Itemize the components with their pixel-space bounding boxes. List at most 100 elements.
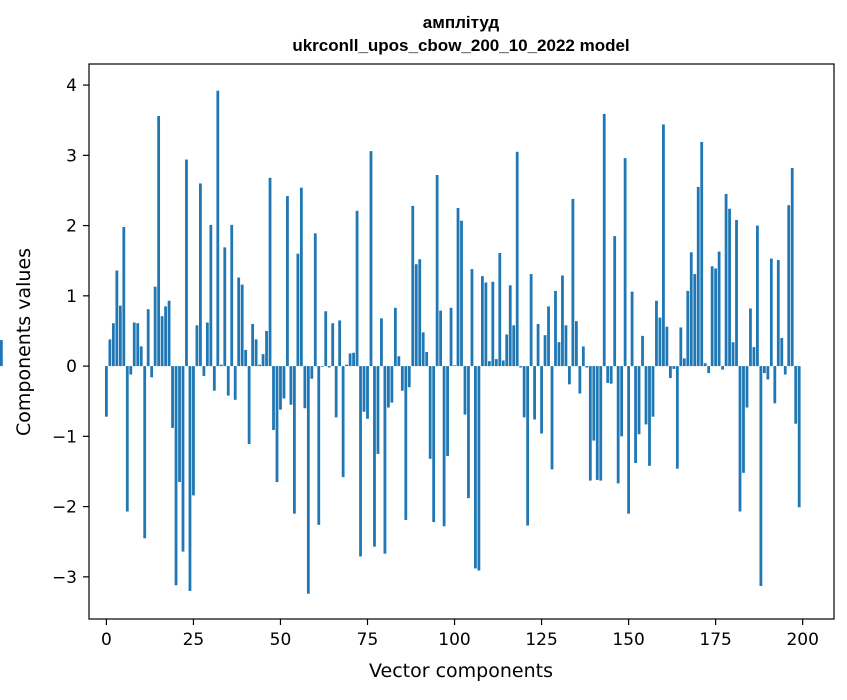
bar (505, 334, 509, 367)
bar (501, 360, 505, 367)
chart-title-line2: ukrconll_upos_cbow_200_10_2022 model (292, 36, 629, 55)
y-tick-label: 1 (66, 287, 77, 307)
bar (390, 366, 394, 403)
bar (578, 366, 582, 394)
bar (376, 366, 380, 454)
bar (414, 264, 418, 367)
bar (400, 366, 404, 391)
bar (254, 339, 258, 367)
x-tick-label: 0 (101, 630, 112, 650)
bar (634, 366, 637, 464)
bar (682, 358, 686, 367)
bar (195, 325, 199, 367)
bar (762, 366, 766, 374)
bar (139, 346, 143, 367)
bar (439, 310, 443, 367)
bar (373, 366, 376, 547)
bars-group (0, 90, 801, 594)
bar (547, 306, 550, 367)
bar (380, 318, 383, 367)
bar (481, 276, 484, 367)
bar (293, 366, 296, 514)
bar (178, 366, 181, 483)
bar (644, 366, 648, 425)
bar (425, 352, 429, 367)
bar (766, 366, 770, 380)
bar (219, 364, 223, 367)
bar (460, 220, 463, 367)
bar (411, 205, 415, 367)
bar (205, 322, 209, 367)
bar (756, 225, 759, 367)
bar (428, 366, 432, 459)
bar (498, 252, 502, 367)
bar (655, 300, 658, 367)
x-tick-label: 175 (699, 630, 731, 650)
bar (226, 366, 230, 396)
bar (602, 113, 606, 367)
bar (153, 286, 157, 367)
bar (421, 332, 425, 367)
bar (487, 361, 491, 367)
bar (449, 307, 453, 367)
bar (275, 366, 279, 483)
bar (790, 167, 794, 367)
bar (467, 366, 470, 499)
bar (369, 151, 373, 367)
bar (181, 366, 185, 552)
y-tick-label: −3 (52, 568, 77, 588)
bar (272, 366, 275, 431)
bar (132, 322, 136, 367)
bar (331, 323, 335, 367)
bar (794, 366, 798, 424)
bar (327, 366, 331, 368)
chart-title-line1: амплітуд (423, 13, 500, 32)
bar (150, 366, 154, 378)
bar (533, 366, 536, 420)
bar (129, 366, 133, 375)
bar (383, 366, 387, 554)
bar (233, 366, 237, 400)
bar (268, 177, 272, 367)
bar (491, 281, 495, 367)
x-axis-ticks: 0 25 50 75 100 125 150 175 200 (101, 619, 819, 650)
bar (675, 366, 679, 469)
bar (352, 352, 355, 367)
bar (188, 366, 192, 591)
bar (609, 366, 613, 384)
bar (324, 311, 328, 367)
bar (157, 115, 161, 367)
bar (738, 366, 742, 512)
bar (404, 366, 408, 520)
bar (512, 325, 516, 367)
bar (470, 269, 474, 367)
bar (286, 196, 289, 367)
bar (522, 366, 526, 418)
bar (143, 366, 147, 539)
bar (118, 305, 122, 367)
bar (672, 366, 676, 369)
bar (693, 274, 697, 367)
bar (696, 186, 700, 367)
bar (564, 325, 568, 367)
bar (651, 366, 655, 417)
bar (627, 366, 630, 514)
bar (707, 366, 711, 374)
bar (209, 224, 213, 367)
bar (432, 366, 436, 523)
bar (773, 366, 777, 404)
bar (662, 124, 665, 367)
bar (223, 247, 227, 367)
bar (289, 366, 293, 405)
bar (519, 366, 523, 368)
bar (122, 226, 126, 367)
bar (348, 353, 352, 367)
bar (689, 252, 693, 367)
bar (397, 356, 401, 367)
x-tick-label: 75 (357, 630, 379, 650)
bar (606, 366, 610, 383)
bar (317, 366, 321, 525)
bar (703, 363, 707, 367)
bar (595, 366, 599, 480)
bar (714, 268, 718, 367)
